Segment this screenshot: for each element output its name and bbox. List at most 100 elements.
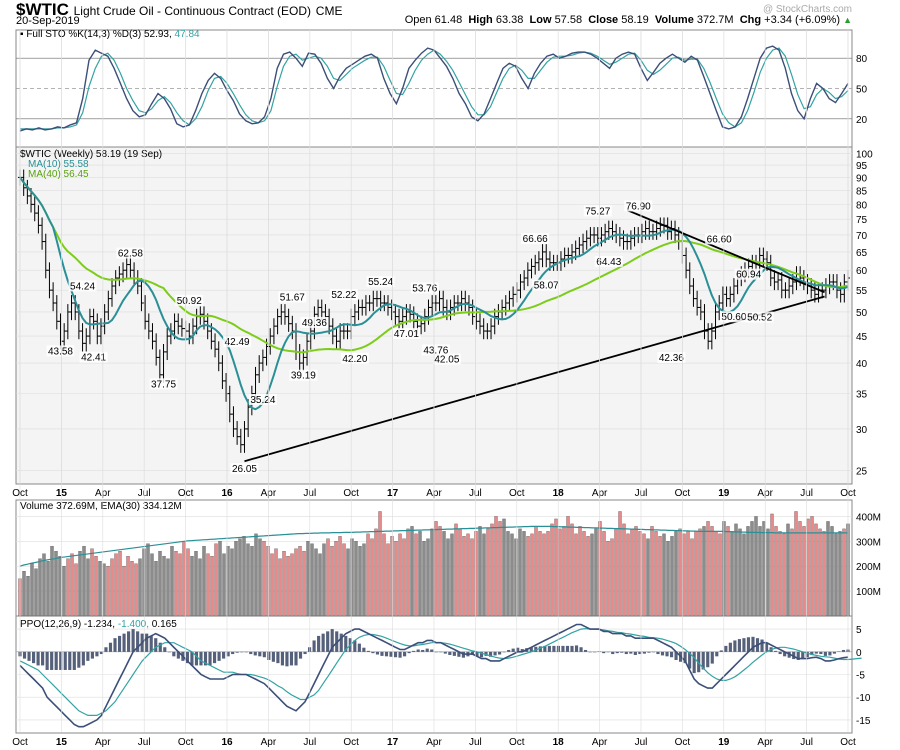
price-bar — [235, 421, 240, 445]
volume-bar — [246, 543, 250, 617]
price-bar — [146, 313, 151, 340]
swing-label-text: 43.58 — [48, 346, 73, 357]
price-bar — [36, 205, 41, 234]
swing-label: 75.27 — [583, 205, 612, 217]
x-tick-label: Oct — [840, 737, 856, 748]
volume-bar — [334, 541, 338, 617]
ppo-histogram-bar — [117, 635, 122, 652]
swing-label: 42.05 — [432, 353, 461, 366]
price-bar — [779, 272, 784, 299]
volume-bar — [78, 551, 82, 617]
volume-bar — [410, 526, 414, 617]
swing-label-text: 75.27 — [585, 206, 610, 217]
price-tick-label: 50 — [856, 308, 868, 319]
volume-bar — [58, 556, 62, 617]
swing-label: 35.24 — [248, 394, 277, 406]
volume-bar — [110, 558, 114, 617]
price-bar — [43, 233, 48, 279]
ppo-histogram-bar — [262, 651, 266, 658]
price-bar — [628, 230, 633, 250]
swing-label-text: 42.41 — [81, 353, 106, 364]
swing-label-bg — [300, 316, 329, 328]
ppo-histogram-bar — [751, 636, 755, 652]
high-value: 63.38 — [495, 14, 524, 26]
volume-bar — [614, 528, 618, 617]
volume-bar — [578, 526, 582, 617]
swing-label-bg — [68, 280, 97, 292]
volume-bar — [802, 526, 806, 617]
ppo-histogram-bar — [805, 651, 809, 658]
swing-label: 47.01 — [392, 328, 421, 340]
volume-bar — [66, 558, 70, 617]
ppo-tick-label: 0 — [856, 648, 862, 659]
volume-legend: Volume 372.69M, EMA(30) 334.12M — [20, 501, 182, 512]
price-bar — [47, 262, 52, 299]
swing-label-bg — [79, 351, 108, 363]
volume-bar — [662, 533, 666, 617]
ppo-histogram-bar — [31, 651, 36, 664]
volume-bar — [46, 561, 50, 617]
price-tick-label: 95 — [856, 161, 868, 172]
x-tick-label: 19 — [718, 737, 730, 748]
volume-bar — [518, 528, 522, 617]
volume-bar — [170, 546, 174, 617]
ppo-histogram-bar — [715, 651, 719, 657]
swing-label-bg — [289, 369, 318, 381]
sto-legend: ▪ Full STO %K(14,3) %D(3) 52.93, 47.84 — [20, 29, 200, 40]
price-bar — [69, 295, 74, 321]
price-bar — [51, 282, 56, 312]
ppo-histogram-bar — [733, 640, 737, 652]
volume-bar — [218, 541, 222, 617]
volume-bar — [630, 528, 634, 617]
ppo-histogram-bar — [104, 647, 108, 652]
ppo-histogram-bar — [271, 651, 275, 662]
volume-bar — [414, 533, 418, 617]
x-tick-label: Apr — [592, 488, 608, 499]
volume-bar — [498, 521, 502, 617]
ppo-histogram-bar — [317, 635, 321, 652]
price-bar — [437, 290, 442, 312]
ppo-histogram-bar — [615, 651, 619, 654]
price-bar — [776, 272, 781, 291]
volume-bar — [266, 546, 270, 617]
ppo-histogram-bar — [27, 651, 31, 661]
ppo-histogram-bar — [212, 651, 217, 664]
ppo-histogram-bar — [783, 651, 787, 657]
volume-bar — [82, 546, 86, 617]
volume-bar — [590, 533, 594, 617]
volume-bar — [666, 541, 670, 617]
volume-bar — [258, 538, 262, 617]
x-tick-label: Jul — [303, 737, 316, 748]
ppo-histogram-bar — [565, 645, 570, 652]
ppo-histogram-bar — [841, 649, 846, 652]
volume-bar — [418, 531, 422, 617]
close-label: Close — [588, 14, 619, 26]
volume-bar — [370, 538, 374, 617]
price-bar — [242, 421, 247, 453]
price-bar — [54, 295, 59, 330]
x-tick-label: Jul — [469, 737, 482, 748]
x-tick-label: Apr — [95, 737, 111, 748]
ppo-histogram-bar — [660, 651, 665, 656]
volume-bar — [178, 553, 182, 617]
price-bar — [231, 406, 236, 438]
ppo-histogram-bar — [185, 651, 189, 664]
price-bar — [650, 223, 655, 240]
ppo-histogram-bar — [194, 651, 199, 666]
volume-bar — [554, 518, 558, 617]
swing-label: 42.20 — [340, 352, 369, 365]
volume-bar — [622, 523, 626, 617]
x-tick-label: Oct — [12, 737, 28, 748]
ppo-histogram-bar — [520, 649, 524, 652]
volume-bar — [490, 523, 494, 617]
price-bar — [588, 227, 593, 247]
volume-bar — [558, 528, 562, 617]
ppo-histogram-bar — [380, 651, 384, 656]
volume-bar — [510, 533, 514, 617]
volume-bar — [750, 521, 754, 617]
price-bar — [176, 313, 181, 335]
ma10-legend: MA(10) 55.58 — [28, 159, 89, 170]
ppo-histogram-bar — [828, 651, 832, 656]
swing-label-text: 50.52 — [747, 313, 772, 324]
ppo-histogram-bar — [149, 635, 153, 652]
